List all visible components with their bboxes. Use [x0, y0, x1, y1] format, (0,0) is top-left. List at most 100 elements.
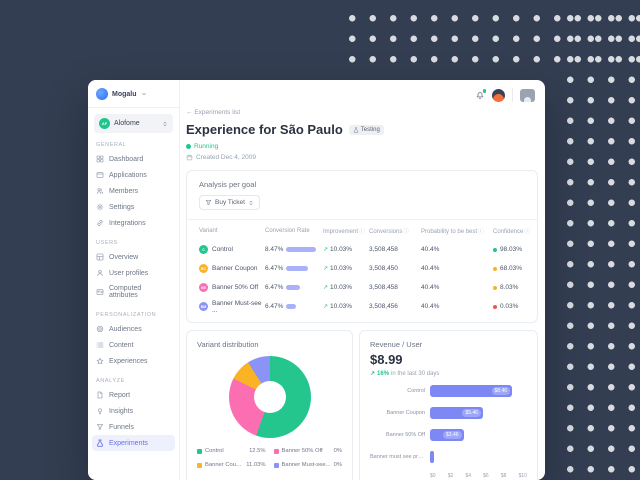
- sidebar-item-members[interactable]: Members: [88, 183, 179, 199]
- sidebar-item-label: Audiences: [109, 325, 142, 333]
- funnels-icon: [96, 424, 104, 430]
- probability-value: 40.4%: [421, 246, 440, 253]
- col-conversions: Conversionsⓘ: [369, 229, 409, 235]
- experiences-icon: [96, 357, 104, 365]
- bar: [430, 451, 434, 463]
- variant-distribution-card: Variant distribution Control 12.5% Banner…: [186, 330, 353, 480]
- confidence-value: 8.03%: [500, 284, 519, 291]
- sidebar-item-label: Settings: [109, 203, 135, 211]
- app-window: Mogalu AF Alofome GENERAL Dashboard Appl…: [88, 80, 545, 480]
- sidebar-item-experiments[interactable]: Experiments: [92, 435, 175, 451]
- badge-label: Testing: [360, 126, 380, 133]
- sidebar-item-content[interactable]: Content: [88, 337, 179, 353]
- donut-legend: Control 12.5% Banner 50% Off 0% Banner Cou…: [197, 448, 342, 468]
- flask-icon: [353, 126, 359, 133]
- sidebar-item-insights[interactable]: Insights: [88, 403, 179, 419]
- sidebar-item-funnels[interactable]: Funnels: [88, 419, 179, 435]
- bar-row: Banner 50% Off $3.46: [370, 429, 527, 441]
- workspace-selector[interactable]: AF Alofome: [94, 114, 173, 133]
- axis-tick: $4: [465, 473, 471, 479]
- status-badge: Running: [186, 143, 545, 150]
- revenue-value: $8.99: [370, 352, 403, 367]
- sidebar-item-settings[interactable]: Settings: [88, 199, 179, 215]
- computed-attributes-icon: [96, 289, 104, 295]
- variant-donut: [228, 356, 311, 438]
- probability-value: 40.4%: [421, 265, 440, 272]
- goal-selector[interactable]: Buy Ticket: [199, 195, 260, 210]
- conversion-rate-value: 6.47%: [265, 303, 284, 310]
- created-date: Created Dec 4, 2009: [186, 154, 545, 161]
- sidebar-item-label: Members: [109, 187, 139, 195]
- bell-icon: [476, 92, 484, 100]
- dashboard-icon: [96, 155, 104, 163]
- user-avatar[interactable]: [492, 88, 505, 102]
- back-arrow-icon: ←: [186, 109, 193, 116]
- table-row[interactable]: BC Banner Coupon 6.47% ↗ 10.03% 3,508,450 …: [199, 259, 525, 278]
- axis-tick: $6: [483, 473, 489, 479]
- insights-icon: [98, 408, 102, 415]
- sidebar-item-computed-attributes[interactable]: Computed attributes: [88, 281, 179, 303]
- divider: [187, 219, 537, 220]
- goal-selector-value: Buy Ticket: [215, 199, 245, 206]
- workspace-panel-icon[interactable]: [520, 88, 535, 102]
- sidebar-item-applications[interactable]: Applications: [88, 167, 179, 183]
- table-row[interactable]: BM Banner Must-see ... 6.47% ↗ 10.03% 3,50…: [199, 297, 525, 316]
- sidebar-item-integrations[interactable]: Integrations: [88, 215, 179, 231]
- analysis-title: Analysis per goal: [199, 180, 257, 189]
- bar: $3.46: [430, 429, 464, 441]
- org-switcher[interactable]: Mogalu: [88, 80, 179, 107]
- table-row[interactable]: B5 Banner 50% Off 6.47% ↗ 10.03% 3,508,458…: [199, 278, 525, 297]
- sidebar-item-report[interactable]: Report: [88, 387, 179, 403]
- notifications-button[interactable]: [475, 89, 486, 100]
- topbar-divider: [512, 88, 513, 102]
- sidebar-item-audiences[interactable]: Audiences: [88, 321, 179, 337]
- members-icon: [96, 188, 104, 194]
- conversions-value: 3,508,458: [369, 246, 398, 253]
- axis-tick: $8: [500, 473, 507, 479]
- section-label-general: GENERAL: [96, 142, 127, 148]
- sidebar: Mogalu AF Alofome GENERAL Dashboard Appl…: [88, 80, 180, 480]
- sidebar-item-experiences[interactable]: Experiences: [88, 353, 179, 369]
- info-icon: ⓘ: [403, 229, 409, 235]
- sidebar-item-label: Dashboard: [109, 155, 144, 163]
- overview-icon: [96, 253, 104, 261]
- legend-value: 11.03%: [246, 462, 266, 468]
- col-conversion-rate: Conversion Rate: [265, 228, 310, 234]
- probability-value: 40.4%: [421, 303, 440, 310]
- table-row[interactable]: C Control 8.47% ↗ 10.03% 3,508,458 40.4% 9…: [199, 240, 525, 259]
- variant-avatar: BC: [199, 264, 208, 273]
- legend-value: 12.5%: [249, 448, 266, 454]
- confidence-dot-icon: [493, 304, 497, 309]
- sidebar-item-dashboard[interactable]: Dashboard: [88, 151, 179, 167]
- legend-item: Banner Must-see... 0%: [273, 462, 342, 468]
- topbar: [186, 80, 545, 102]
- revenue-delta: ↗ 16% in the last 30 days: [370, 370, 527, 378]
- org-avatar: [96, 88, 108, 100]
- delta-suffix: in the last 30 days: [391, 370, 440, 377]
- section-label-analyze: ANALYZE: [96, 378, 125, 384]
- variant-name: Control: [212, 246, 233, 253]
- bar-label: Banner Coupon: [386, 410, 425, 416]
- sidebar-item-overview[interactable]: Overview: [88, 249, 179, 265]
- legend-swatch: [197, 448, 202, 454]
- workspace-avatar: AF: [99, 118, 110, 129]
- running-dot-icon: [186, 144, 191, 149]
- dot-pattern-right: [556, 4, 640, 480]
- variant-avatar: BM: [199, 302, 208, 311]
- sidebar-item-label: Applications: [109, 171, 147, 179]
- trend-up-icon: ↗: [323, 266, 329, 272]
- sidebar-item-label: Report: [109, 391, 131, 399]
- legend-swatch: [273, 448, 279, 454]
- bar-label: Banner must see pro...: [370, 454, 426, 460]
- confidence-value: 0.03%: [500, 303, 519, 310]
- sidebar-item-label: Overview: [109, 253, 139, 261]
- page-title: Experience for São Paulo: [186, 122, 343, 137]
- info-icon: ⓘ: [478, 229, 484, 235]
- back-link[interactable]: ← Experiments list: [186, 109, 545, 116]
- sidebar-item-label: Funnels: [109, 423, 134, 431]
- confidence-dot-icon: [493, 285, 497, 290]
- conversion-rate-value: 6.47%: [265, 265, 284, 272]
- sidebar-item-user-profiles[interactable]: User profiles: [88, 265, 179, 281]
- probability-value: 40.4%: [421, 284, 440, 291]
- revenue-title: Revenue / User: [370, 340, 423, 349]
